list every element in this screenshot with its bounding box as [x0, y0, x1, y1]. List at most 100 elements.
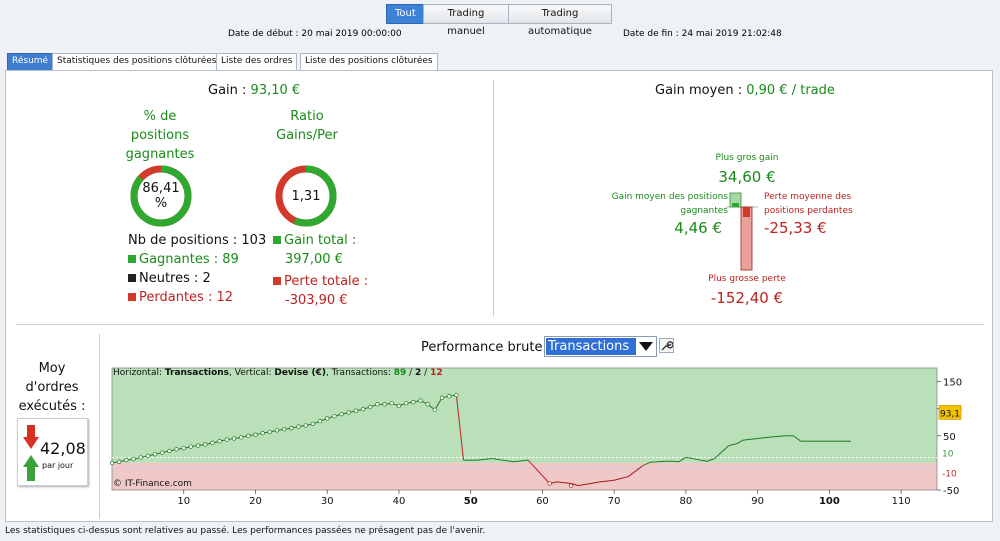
data-point: [568, 483, 574, 488]
ratio-title: Ratio Gains/Per: [267, 107, 347, 145]
data-point: [145, 453, 151, 458]
chevron-down-icon: [639, 342, 653, 351]
end-date: Date de fin : 24 mai 2019 21:02:48: [623, 29, 782, 39]
data-point: [296, 424, 301, 429]
series-segment: [492, 458, 514, 463]
filter-button-trading-automatique[interactable]: Trading automatique: [508, 4, 612, 37]
data-point: [396, 403, 402, 409]
gain-moyen-positions-label: Gain moyen des positions gagnantes: [611, 192, 728, 216]
data-point: [203, 442, 208, 447]
data-point: [246, 433, 251, 438]
data-point: [210, 440, 215, 445]
data-point: [282, 427, 287, 432]
data-point: [167, 448, 172, 454]
nb-positions: Nb de positions : 103: [128, 233, 267, 248]
data-point: [131, 456, 136, 462]
data-point: [181, 446, 186, 451]
data-point: [317, 418, 323, 424]
data-point: [109, 460, 115, 466]
plot-frame: [111, 367, 938, 491]
gain-moyen-positions-value: 4,46 €: [674, 219, 722, 237]
data-point: [454, 392, 459, 398]
series-segment: [793, 435, 801, 442]
x-tick-label: 50: [464, 496, 478, 507]
moy-ordres-unit: par jour: [42, 461, 74, 470]
ratio-title-line1: Ratio: [290, 109, 324, 124]
data-point: [224, 437, 229, 442]
neutres-row: Neutres : 2: [128, 271, 211, 286]
series-segment: [671, 460, 679, 463]
green-square-icon: [273, 236, 281, 244]
x-tick-label: 110: [892, 496, 911, 507]
tab-statistiques[interactable]: Statistiques des positions clôturées: [52, 53, 222, 70]
data-point: [439, 395, 445, 400]
performance-select[interactable]: Transactions: [544, 336, 657, 357]
marker-label: 10: [942, 449, 954, 459]
series-segment: [685, 456, 694, 460]
red-square-icon: [273, 277, 281, 285]
tab-liste-positions[interactable]: Liste des positions clôturées: [300, 53, 438, 70]
plus-grosse-perte-value: -152,40 €: [710, 289, 784, 307]
data-point: [389, 401, 394, 406]
data-point: [195, 443, 201, 448]
performance-chart: 10-1010203040506070809010011015010050-50…: [109, 367, 962, 507]
filter-button-tout[interactable]: Tout: [386, 4, 424, 24]
plus-grosse-perte-label: Plus grosse perte: [708, 274, 786, 284]
data-point: [411, 400, 416, 405]
data-point: [332, 414, 337, 419]
y-tick-label: -50: [943, 486, 959, 497]
perte-totale-label: Perte totale :: [273, 274, 368, 289]
series-segment: [578, 481, 600, 487]
performance-title: Performance brute: [421, 340, 543, 355]
data-point: [368, 404, 373, 410]
data-point: [310, 421, 316, 426]
series-segment: [599, 479, 615, 483]
data-point: [124, 458, 129, 463]
series-segment: [455, 395, 465, 461]
gain-value: 93,10 €: [250, 83, 301, 98]
data-point: [360, 407, 366, 412]
series-segment: [434, 397, 443, 411]
chart-info: Horizontal: Transactions, Vertical: Devi…: [113, 368, 443, 378]
series-segment: [556, 481, 572, 484]
negative-area: [112, 462, 937, 490]
gain-total-label: Gain total :: [273, 233, 356, 248]
wrench-icon: [661, 341, 674, 351]
x-tick-label: 100: [819, 496, 840, 507]
pct-winning-donut: 86,41%: [129, 164, 193, 228]
data-point: [375, 402, 380, 407]
perte-moyenne-value: -25,33 €: [764, 219, 827, 237]
tab-liste-ordres[interactable]: Liste des ordres: [216, 53, 298, 70]
perte-totale-value: -303,90 €: [285, 293, 348, 308]
filter-button-trading-manuel[interactable]: Trading manuel: [423, 4, 509, 37]
settings-wrench-button[interactable]: [659, 338, 674, 353]
data-point: [339, 411, 344, 417]
perte-moyenne-bar: [743, 207, 750, 217]
series-segment: [757, 436, 773, 439]
series-segment: [700, 459, 708, 462]
moy-ordres-value: 42,08: [40, 439, 86, 458]
moy-ordres-title: Moy d'ordres exécutés :: [18, 361, 86, 414]
data-point: [188, 444, 194, 449]
x-tick-label: 70: [608, 496, 621, 507]
pct-title-line3: gagnantes: [125, 147, 195, 162]
data-point: [260, 430, 265, 436]
gain-loss-bars: [726, 192, 758, 271]
series-segment: [527, 459, 550, 484]
data-point: [217, 439, 222, 444]
green-square-icon: [128, 255, 136, 263]
data-point: [425, 402, 430, 407]
gain-moyen-value: 0,90 € / trade: [746, 83, 835, 98]
plus-gros-gain-value: 34,60 €: [718, 168, 776, 186]
series-segment: [628, 465, 644, 477]
pct-winning-title: % de positions gagnantes: [120, 107, 200, 164]
series-segment: [714, 445, 730, 459]
x-tick-label: 10: [177, 496, 190, 507]
tab-resume[interactable]: Résumé: [7, 53, 54, 70]
series-segment: [642, 461, 651, 467]
data-point: [447, 394, 452, 399]
data-point: [382, 402, 387, 407]
series-segment: [477, 458, 493, 461]
y-tick-label: 50: [943, 432, 956, 443]
gain-moyen-label: Gain moyen :: [655, 83, 743, 98]
